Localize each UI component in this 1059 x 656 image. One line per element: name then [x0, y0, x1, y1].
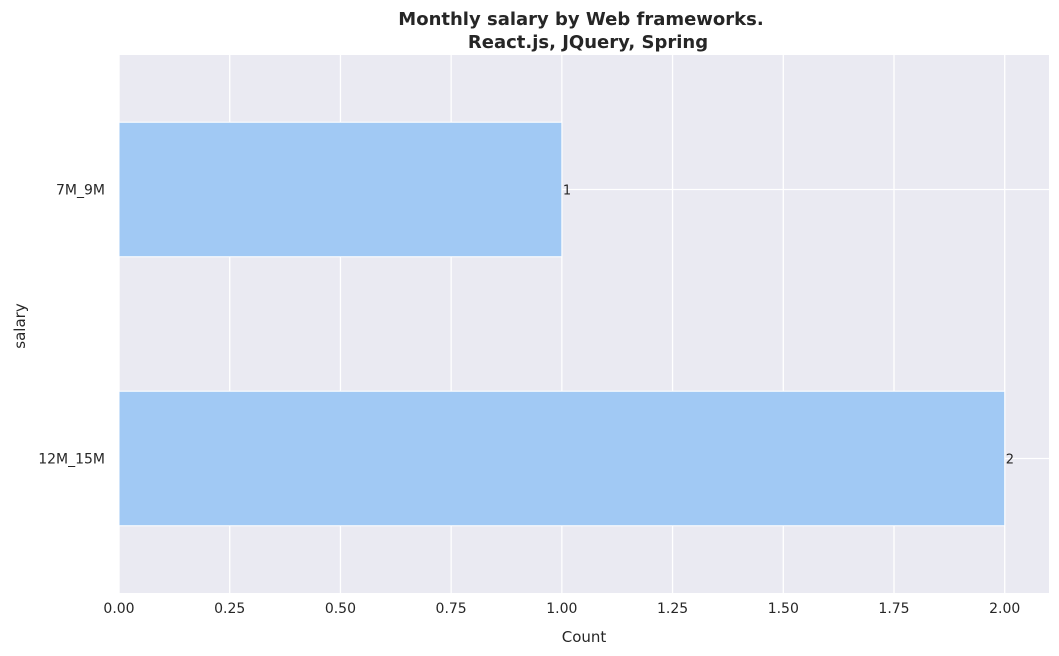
data-label: 2	[1006, 453, 1014, 468]
y-tick-labels: 7M_9M 12M_15M	[38, 183, 105, 468]
y-tick-label: 12M_15M	[38, 452, 105, 468]
bar	[119, 391, 1005, 526]
chart-title-line-1: Monthly salary by Web frameworks.	[398, 9, 763, 30]
x-tick-label: 2.00	[989, 601, 1020, 617]
x-tick-label: 0.75	[436, 601, 467, 617]
bar	[119, 122, 562, 257]
x-tick-label: 0.25	[214, 601, 245, 617]
x-tick-label: 0.00	[103, 601, 134, 617]
y-axis-label: salary	[11, 303, 29, 349]
x-tick-label: 0.50	[325, 601, 356, 617]
x-axis-label: Count	[562, 628, 607, 646]
x-tick-labels: 0.00 0.25 0.50 0.75 1.00 1.25 1.50 1.75 2.00	[103, 601, 1020, 617]
chart-title-line-2: React.js, JQuery, Spring	[468, 32, 708, 53]
y-tick-label: 7M_9M	[56, 183, 105, 199]
x-tick-label: 1.75	[878, 601, 909, 617]
x-tick-label: 1.00	[546, 601, 577, 617]
x-tick-label: 1.50	[768, 601, 799, 617]
data-label: 1	[563, 184, 571, 199]
x-tick-label: 1.25	[657, 601, 688, 617]
